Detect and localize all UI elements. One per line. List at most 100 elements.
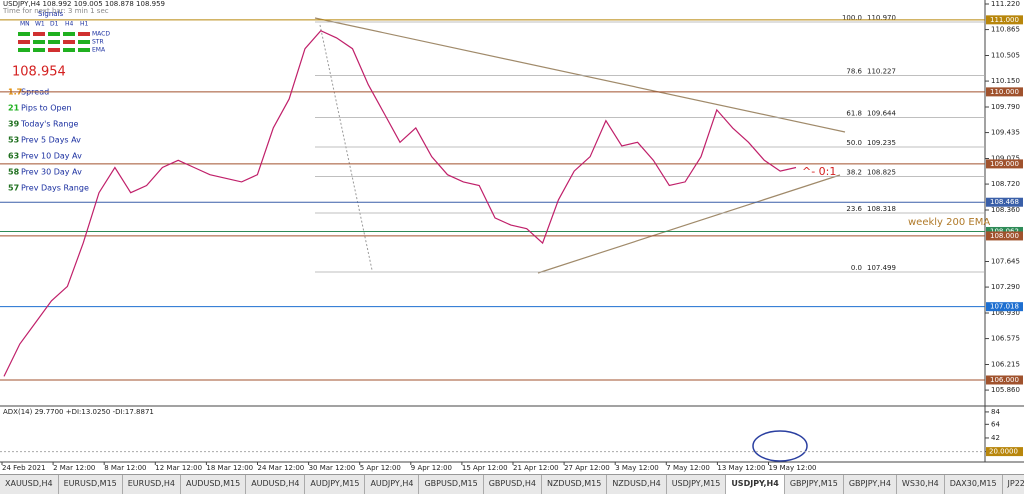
level-label-bg (986, 87, 1023, 97)
time-tick-label: 8 Mar 12:00 (104, 464, 146, 472)
highlight-ellipse (752, 430, 808, 462)
fib-ratio: 23.6 (846, 205, 862, 213)
price-tick-label: 109.790 (991, 103, 1020, 111)
signal-cell (33, 48, 45, 52)
price-tick-label: 108.360 (991, 206, 1020, 214)
indicator-tick-label: 84 (991, 408, 1000, 416)
indicator-label: MACD (92, 31, 110, 38)
signal-cell (78, 32, 90, 36)
tab[interactable]: GBPUSD,M15 (419, 475, 484, 494)
stat-label: Prev 10 Day Av (21, 152, 82, 161)
tab[interactable]: USDJPY,H4 (726, 475, 785, 494)
price-tick-label: 107.290 (991, 283, 1020, 291)
time-tick-label: 7 May 12:00 (666, 464, 710, 472)
fib-price: 110.227 (867, 68, 896, 76)
price-tick-label: 108.720 (991, 180, 1020, 188)
stat-label: Prev 30 Day Av (21, 168, 82, 177)
signal-cell (48, 32, 60, 36)
time-tick-label: 24 Feb 2021 (2, 464, 46, 472)
tab[interactable]: AUDUSD,H4 (246, 475, 306, 494)
time-tick-label: 3 May 12:00 (615, 464, 659, 472)
tab[interactable]: USDJPY,M15 (667, 475, 727, 494)
time-tick-label: 5 Apr 12:00 (360, 464, 401, 472)
tab[interactable]: WS30,H4 (897, 475, 945, 494)
indicator-label: STR (92, 39, 104, 46)
stat-value: 63 (8, 152, 19, 161)
stat-value: 39 (8, 120, 20, 129)
fib-anchor-line (319, 24, 373, 271)
stat-value: 58 (8, 168, 20, 177)
fib-ratio: 38.2 (846, 169, 862, 177)
price-tick-label: 106.575 (991, 335, 1020, 343)
signal-cell (33, 32, 45, 36)
tab[interactable]: NZDUSD,M15 (542, 475, 608, 494)
level-label-bg (986, 231, 1023, 241)
stat-value: 21 (8, 104, 20, 113)
chart: USDJPY,H4 108.992 109.005 108.878 108.95… (0, 0, 1024, 474)
level-label: 111.000 (990, 16, 1019, 24)
time-tick-label: 2 Mar 12:00 (53, 464, 95, 472)
tab[interactable]: GBPJPY,H4 (844, 475, 897, 494)
price-tick-label: 106.215 (991, 361, 1020, 369)
level-label-bg (986, 159, 1023, 169)
tab[interactable]: XAUUSD,H4 (0, 475, 59, 494)
stat-label: Prev Days Range (21, 184, 89, 193)
tab[interactable]: DAX30,M15 (945, 475, 1003, 494)
time-tick-label: 24 Mar 12:00 (258, 464, 305, 472)
ema-annotation: weekly 200 EMA (908, 217, 990, 228)
indicator-tick-label: 42 (991, 434, 1000, 442)
tab[interactable]: AUDUSD,M15 (181, 475, 247, 494)
price-tick-label: 109.075 (991, 155, 1020, 163)
fib-ratio: 61.8 (846, 110, 862, 118)
bid-price: 108.954 (12, 65, 66, 80)
tab[interactable]: EURUSD,M15 (59, 475, 123, 494)
tab[interactable]: JP225 (1003, 475, 1024, 494)
indicator-title: ADX(14) 29.7700 +DI:13.0250 -DI:17.8871 (3, 408, 154, 416)
fib-ratio: 0.0 (851, 264, 862, 272)
signal-cell (78, 40, 90, 44)
signal-cell (63, 40, 75, 44)
signal-cell (18, 32, 30, 36)
price-tick-label: 105.860 (991, 386, 1020, 394)
tab[interactable]: GBPJPY,M15 (785, 475, 844, 494)
price-tick-label: 107.645 (991, 258, 1020, 266)
timeframe-label: H4 (65, 21, 74, 28)
signals-title: Signals (38, 10, 64, 18)
stat-label: Prev 5 Days Av (21, 136, 81, 145)
level-label: 110.000 (990, 88, 1019, 96)
fib-ratio: 50.0 (846, 139, 862, 147)
level-label-bg (986, 375, 1023, 385)
signal-cell (63, 48, 75, 52)
tab-bar: XAUUSD,H4 EURUSD,M15 EURUSD,H4 AUDUSD,M15 AU… (0, 474, 1024, 494)
fib-price: 109.644 (867, 110, 896, 118)
tab[interactable]: AUDJPY,H4 (365, 475, 420, 494)
price-tick-label: 110.505 (991, 52, 1020, 60)
signal-cell (18, 40, 30, 44)
price-tick-label: 110.865 (991, 26, 1020, 34)
tab[interactable]: NZDUSD,H4 (607, 475, 667, 494)
level-label-bg (986, 197, 1023, 207)
trendline-upper (314, 17, 846, 133)
price-tick-label: 110.150 (991, 77, 1020, 85)
indicator-tick-label: 64 (991, 420, 1000, 428)
indicator-label: EMA (92, 47, 106, 54)
tab[interactable]: AUDJPY,M15 (305, 475, 366, 494)
stat-value: 53 (8, 136, 19, 145)
signal-cell (48, 40, 60, 44)
time-tick-label: 12 Mar 12:00 (155, 464, 202, 472)
tab[interactable]: EURUSD,H4 (123, 475, 181, 494)
fib-ratio: 78.6 (846, 68, 862, 76)
fib-price: 110.970 (867, 14, 896, 22)
price-tick-label: 106.930 (991, 309, 1020, 317)
signal-cell (48, 48, 60, 52)
indicator-level-bg (986, 447, 1023, 457)
time-tick-label: 30 Mar 12:00 (309, 464, 356, 472)
stat-label: Pips to Open (21, 104, 72, 113)
ratio-annotation: ^- 0:1 (802, 165, 836, 178)
tab[interactable]: GBPUSD,H4 (484, 475, 542, 494)
timeframe-label: W1 (35, 21, 45, 28)
indicator-level-label: 20.0000 (989, 448, 1018, 456)
trendline-lower (537, 174, 841, 274)
fib-price: 108.825 (867, 169, 896, 177)
